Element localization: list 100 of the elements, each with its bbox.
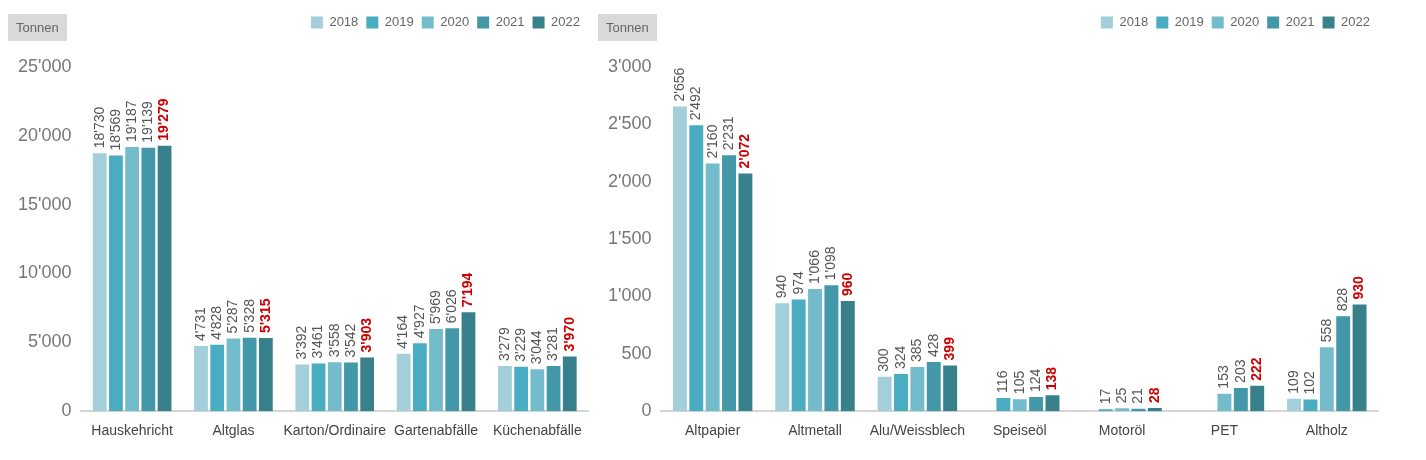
bar	[530, 369, 545, 412]
data-label: 124	[1026, 368, 1043, 392]
data-label: 4'731	[191, 307, 208, 342]
bar	[327, 362, 342, 412]
bar	[1336, 316, 1351, 412]
x-tick-label: PET	[1210, 422, 1239, 439]
data-label: 19'139	[139, 100, 156, 143]
bar	[1287, 398, 1302, 412]
data-label: 4'927	[410, 304, 427, 339]
data-label: 960	[838, 272, 855, 297]
bar	[461, 312, 476, 412]
bar	[125, 147, 140, 412]
data-label: 3'392	[293, 325, 310, 360]
y-tick-label: 0	[61, 400, 72, 421]
bar	[109, 155, 123, 412]
x-tick-label: Alu/Weissblech	[869, 422, 966, 439]
bar	[1012, 399, 1027, 412]
bar	[498, 366, 512, 412]
x-tick-label: Altglas	[212, 422, 255, 439]
data-label: 4'164	[394, 314, 411, 349]
bar	[738, 173, 753, 412]
legend-label: 2020	[1230, 14, 1260, 30]
x-tick-label: Altmetall	[788, 422, 842, 439]
data-label: 6'026	[443, 289, 460, 324]
data-label: 3'229	[512, 327, 528, 362]
x-tick-label: Karton/Ordinaire	[283, 422, 387, 439]
legend-label: 2018	[1119, 14, 1149, 30]
data-label: 2'656	[670, 67, 687, 102]
bar	[910, 367, 925, 412]
bar	[210, 344, 225, 412]
bar	[877, 376, 892, 412]
bar	[157, 145, 172, 412]
x-tick-label: Hauskehricht	[91, 422, 174, 439]
data-label: 3'542	[341, 323, 358, 358]
bar	[1217, 393, 1232, 412]
x-tick-label: Gartenabfälle	[394, 422, 479, 439]
bar	[562, 356, 577, 412]
data-label: 3'279	[495, 327, 512, 362]
y-tick-label: 0	[641, 400, 652, 421]
data-label: 18'730	[90, 106, 107, 149]
legend-label: 2019	[384, 14, 414, 30]
y-tick-label: 25'000	[17, 55, 72, 76]
bar	[1352, 304, 1367, 412]
bar	[429, 329, 443, 412]
data-label: 25	[1112, 387, 1129, 404]
data-label: 109	[1284, 370, 1301, 394]
bar	[514, 366, 529, 412]
x-tick-label: Motoröl	[1098, 422, 1146, 439]
data-label: 7'194	[459, 272, 476, 308]
data-label: 828	[1334, 287, 1351, 312]
y-tick-label: 10'000	[17, 262, 72, 283]
bar	[546, 366, 561, 412]
data-label: 930	[1350, 275, 1367, 300]
data-label: 558	[1317, 318, 1334, 343]
y-tick-label: 500	[621, 342, 652, 363]
bar	[226, 338, 241, 412]
bar	[722, 155, 736, 412]
bar	[242, 337, 257, 412]
data-label: 2'231	[719, 116, 736, 151]
data-label: 222	[1248, 357, 1265, 381]
bar	[1147, 407, 1162, 412]
bar	[194, 346, 208, 412]
data-label: 3'903	[358, 317, 375, 353]
data-label: 2'072	[736, 133, 753, 169]
data-label: 3'970	[560, 316, 577, 352]
bar	[791, 299, 806, 412]
data-label: 3'281	[544, 327, 561, 362]
data-label: 1'098	[822, 246, 839, 281]
data-label: 399	[940, 336, 957, 361]
data-label: 3'461	[309, 324, 326, 359]
data-label: 102	[1301, 370, 1318, 395]
y-tick-label: 15'000	[17, 193, 72, 214]
legend-label: 2021	[495, 14, 525, 30]
y-tick-label: 2'500	[608, 113, 652, 134]
bar	[396, 353, 411, 412]
y-tick-label: 5'000	[28, 331, 72, 352]
bar	[775, 303, 790, 412]
bar	[141, 147, 156, 412]
data-label: 2'492	[687, 86, 704, 121]
bar	[808, 288, 822, 412]
bar	[311, 363, 326, 412]
data-label: 153	[1215, 365, 1232, 389]
x-tick-label: Altpapier	[685, 422, 741, 439]
x-tick-label: Küchenabfälle	[492, 422, 582, 439]
bar	[1233, 387, 1248, 412]
bar	[840, 301, 855, 412]
bar	[824, 285, 839, 412]
y-tick-label: 20'000	[17, 124, 72, 145]
data-label: 5'328	[240, 298, 257, 333]
bar	[258, 338, 273, 412]
bar	[894, 374, 908, 412]
data-label: 19'279	[155, 98, 172, 141]
bar	[92, 153, 107, 412]
bar	[943, 365, 958, 412]
bar	[344, 362, 358, 412]
y-axis-title: Tonnen	[598, 14, 657, 41]
y-tick-label: 2'000	[608, 170, 652, 191]
data-label: 1'066	[805, 249, 822, 284]
data-label: 5'315	[256, 298, 273, 334]
legend-label: 2018	[329, 14, 359, 30]
